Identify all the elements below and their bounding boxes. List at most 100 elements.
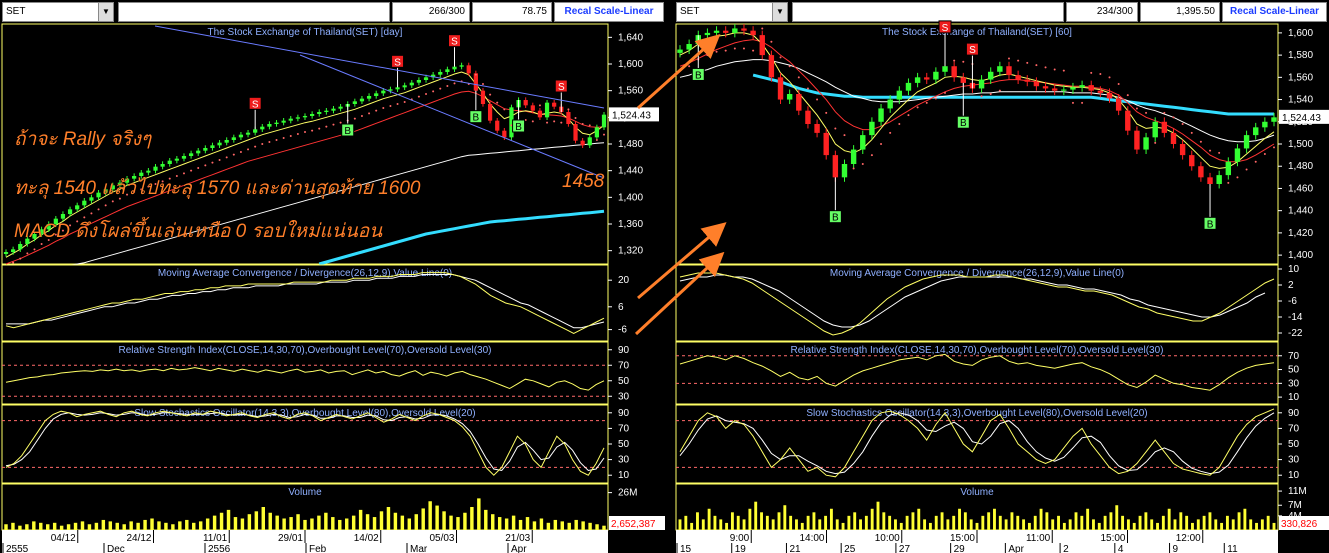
volume-bar (824, 515, 828, 530)
volume-bar (993, 508, 996, 530)
sar-dot (190, 169, 193, 172)
sar-dot (531, 120, 534, 123)
y-tick-label: 26M (618, 488, 637, 499)
chevron-down-icon[interactable]: ▼ (772, 3, 787, 21)
sar-dot (889, 131, 892, 134)
sar-dot (40, 243, 43, 245)
y-tick-label: 1,560 (1288, 72, 1313, 83)
volume-bar (442, 511, 446, 530)
volume-bar (129, 521, 133, 530)
candle-body (167, 160, 172, 164)
candle-body (452, 66, 457, 70)
candle-body (850, 149, 857, 164)
sar-dot (133, 191, 136, 193)
y-tick-label: 1,640 (618, 32, 643, 43)
volume-bar (518, 519, 523, 530)
candle-body (445, 69, 450, 72)
candle-body (60, 214, 66, 219)
trend-line-upper (154, 25, 605, 109)
candle-body (768, 55, 775, 78)
sar-dot (489, 93, 492, 96)
candle-body (1161, 121, 1168, 133)
sar-dot (1071, 101, 1074, 104)
volume-bar (108, 521, 113, 530)
signal-label: S (252, 99, 259, 110)
volume-bar (730, 512, 734, 530)
signal-label: S (451, 37, 458, 48)
sar-dot (816, 98, 819, 101)
volume-bar (1033, 515, 1037, 530)
candle-body (1207, 177, 1213, 184)
volume-bar (275, 515, 279, 530)
volume-bar (157, 521, 161, 530)
series-ma-long (752, 73, 1274, 116)
volume-bar (742, 519, 746, 530)
volume-bar (87, 524, 92, 530)
chevron-down-icon[interactable]: ▼ (98, 3, 113, 21)
sar-dot (54, 233, 57, 236)
sar-dot (126, 193, 129, 196)
right-recal-scale-button[interactable]: Recal Scale-Linear (1222, 2, 1327, 22)
y-tick-label: 10 (618, 470, 630, 481)
left-chart-svg: The Stock Exchange of Thailand(SET) [day… (1, 23, 665, 553)
candle-body (274, 122, 279, 124)
candle-body (573, 124, 578, 141)
volume-bar (567, 522, 571, 530)
candle-body (905, 82, 912, 91)
volume-bar (963, 512, 967, 530)
volume-bar (303, 519, 307, 530)
series-macd (679, 272, 1275, 336)
candle-body (942, 66, 948, 72)
candle-body (495, 120, 500, 131)
sar-dot (503, 108, 506, 111)
sar-dot (332, 123, 335, 126)
y-tick-label: 1,360 (618, 219, 643, 230)
candle-body (338, 106, 343, 109)
volume-bar (1045, 512, 1049, 530)
candle-body (32, 234, 37, 239)
y-tick-label: 70 (1288, 423, 1300, 434)
candle-body (1234, 148, 1241, 162)
candle-body (1216, 175, 1222, 184)
volume-bar (760, 512, 763, 530)
sar-dot (311, 129, 314, 132)
series-d (679, 412, 1275, 475)
date-label: Mar (410, 544, 428, 553)
right-symbol-select[interactable]: SET ▼ (676, 2, 788, 22)
sar-dot (1007, 57, 1010, 60)
sar-dot (275, 139, 278, 141)
date-label: 11 (1227, 544, 1238, 553)
left-recal-scale-button[interactable]: Recal Scale-Linear (554, 2, 664, 22)
y-tick-label: 1,400 (618, 192, 643, 203)
sar-dot (567, 108, 570, 111)
volume-bar (754, 501, 758, 530)
volume-bar (1097, 522, 1101, 530)
sar-dot (852, 167, 855, 170)
volume-bar (1179, 512, 1183, 530)
left-symbol-select[interactable]: SET ▼ (2, 2, 114, 22)
candle-body (1262, 121, 1268, 128)
volume-bar (39, 522, 43, 530)
candle-body (1125, 110, 1131, 131)
volume-bar (1109, 512, 1113, 530)
y-tick-label: 1,480 (618, 139, 643, 150)
sar-dot (474, 73, 477, 76)
sar-dot (76, 220, 79, 223)
candle-body (238, 134, 244, 138)
volume-bar (4, 524, 8, 530)
volume-bar (1092, 519, 1095, 530)
volume-bar (1260, 519, 1264, 530)
volume-bar (164, 522, 168, 530)
sar-dot (432, 90, 435, 93)
sar-dot (1117, 83, 1120, 85)
sell-signal-icon (248, 96, 262, 110)
candle-body (1271, 117, 1277, 122)
candle-body (160, 164, 165, 167)
volume-bar (795, 519, 798, 530)
pane-title: The Stock Exchange of Thailand(SET) [60] (882, 27, 1072, 38)
annotation-line2: ทะลุ 1540 แล้วไปทะลุ 1570 และด่านสุดท้าย… (14, 178, 421, 199)
sar-dot (296, 133, 299, 135)
candle-body (988, 71, 994, 80)
sar-dot (944, 91, 947, 94)
candle-body (359, 98, 365, 102)
